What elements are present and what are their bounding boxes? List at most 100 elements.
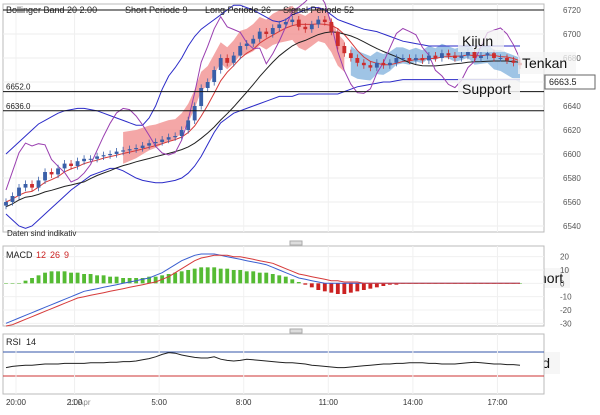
macd-histogram-bar (121, 278, 126, 284)
candle-body (69, 163, 73, 166)
candle-body (160, 139, 165, 142)
macd-y-tick: -10 (560, 293, 572, 302)
macd-histogram-bar (153, 276, 158, 284)
candle-body (4, 202, 8, 206)
macd-y-tick: 0 (560, 279, 565, 288)
macd-histogram-bar (114, 276, 119, 284)
candle-body (400, 58, 405, 59)
candle-body (225, 58, 230, 63)
macd-histogram-bar (56, 271, 60, 284)
main-y-tick: 6700 (563, 30, 581, 39)
macd-histogram-bar (335, 283, 340, 294)
macd-histogram-bar (251, 271, 256, 284)
macd-histogram-bar (101, 275, 106, 284)
x-tick-label: 5:00 (151, 398, 167, 407)
candle-body (127, 149, 132, 151)
macd-title: MACD (6, 250, 33, 260)
macd-histogram-bar (283, 276, 288, 284)
candle-body (453, 55, 457, 58)
long-ma-line (5, 31, 521, 208)
candle-body (56, 168, 60, 175)
macd-histogram-bar (290, 279, 295, 284)
candle-body (30, 184, 34, 188)
candle-body (264, 31, 269, 34)
macd-panel: -30 -20 -10 0 10 20 MACD 12 26 9 (2, 245, 572, 328)
candle-body (205, 82, 210, 88)
x-tick-label: 8:00 (236, 398, 252, 407)
current-price-value: 6663.5 (549, 77, 577, 87)
macd-param-signal: 9 (64, 250, 69, 260)
macd-histogram-bar (30, 278, 34, 284)
main-y-tick: 6560 (563, 198, 581, 207)
support-label: Support (462, 81, 511, 97)
macd-histogram-bar (36, 275, 41, 284)
rsi-panel-resize-handle[interactable] (289, 328, 303, 334)
candle-body (10, 196, 15, 202)
macd-histogram-bar (322, 283, 327, 292)
macd-histogram-bar (10, 283, 15, 284)
candle-body (329, 22, 334, 32)
main-y-tick: 6620 (563, 126, 581, 135)
candle-body (355, 58, 360, 63)
candle-body (82, 158, 87, 162)
macd-histogram-bar (374, 283, 379, 288)
rsi-period: 14 (26, 337, 36, 347)
macd-histogram-bar (381, 283, 386, 286)
candle-body (166, 137, 171, 140)
macd-histogram-bar (231, 270, 236, 284)
macd-histogram-bar (244, 271, 249, 284)
macd-histogram-bar (23, 280, 28, 284)
kijun-box (458, 30, 504, 52)
macd-histogram-bar (264, 272, 269, 284)
candle-body (238, 46, 243, 56)
candle-body (277, 24, 282, 28)
signal-line (5, 0, 521, 191)
macd-panel-resize-handle[interactable] (289, 240, 303, 246)
macd-histogram-bar (49, 271, 54, 284)
horizontal-level-label: 6652.0 (6, 83, 31, 92)
main-y-tick: 6640 (563, 102, 581, 111)
candle-body (479, 55, 483, 58)
macd-histogram-bar (75, 272, 80, 284)
macd-histogram-bar (43, 272, 47, 284)
main-y-tick: 6580 (563, 174, 581, 183)
candle-body (75, 161, 80, 166)
candle-body (381, 62, 386, 66)
candle-body (420, 58, 425, 61)
candle-body (147, 143, 152, 146)
rsi-panel: RSI 14 (2, 333, 545, 395)
candle-body (199, 88, 204, 106)
candle-body (407, 58, 412, 61)
candle-body (498, 58, 503, 59)
macd-histogram-bar (62, 271, 67, 284)
macd-histogram-bar (257, 272, 262, 284)
ichimoku-cloud-bull (123, 5, 345, 164)
candle-body (283, 22, 288, 25)
candle-body (88, 158, 93, 160)
macd-histogram-bar (348, 283, 353, 293)
x-tick-label: 20:00 (6, 398, 27, 407)
candle-body (426, 55, 431, 61)
candle-body (309, 24, 314, 30)
macd-histogram-bar (17, 283, 21, 284)
candle-body (140, 145, 145, 148)
candle-body (17, 187, 21, 196)
candle-body (114, 151, 119, 154)
candle-body (466, 52, 470, 56)
candle-body (446, 53, 451, 56)
macd-histogram-bar (368, 283, 373, 289)
tenkan-label: Tenkan (522, 55, 567, 71)
candle-body (244, 43, 249, 46)
bb-label: Bollinger Band 20 2.00 (6, 5, 97, 15)
candle-body (492, 53, 496, 58)
candle-body (186, 120, 191, 130)
candle-body (472, 52, 477, 58)
macd-histogram-bar (127, 278, 132, 284)
candle-body (485, 53, 490, 56)
macd-y-tick: 20 (560, 253, 569, 262)
tenkan-box (518, 52, 576, 74)
candle-body (394, 58, 399, 63)
candle-body (101, 155, 106, 157)
macd-histogram-bar (173, 272, 178, 284)
macd-histogram-bar (192, 268, 197, 284)
